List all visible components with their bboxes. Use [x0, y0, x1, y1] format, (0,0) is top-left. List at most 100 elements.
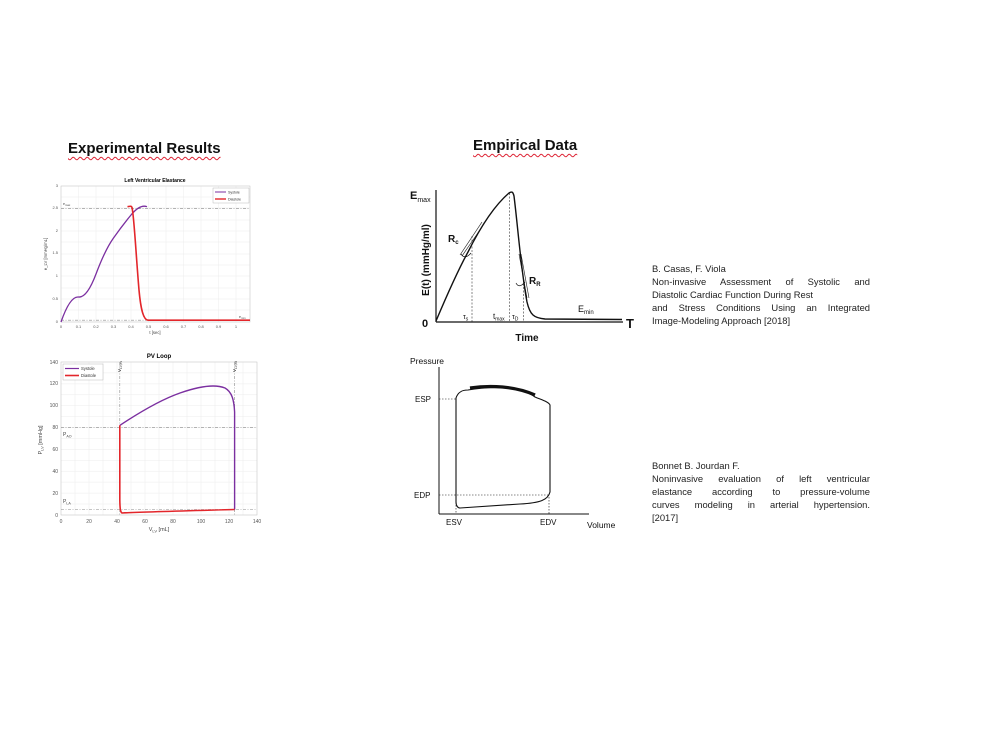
reference-bonnet-jourdan: Bonnet B. Jourdan F. Noninvasive evaluat… — [652, 459, 870, 524]
emin-annotation: emin — [239, 315, 246, 320]
svg-text:20: 20 — [52, 491, 58, 497]
reference-title-line: Non-invasive Assessment of Systolic and — [652, 276, 870, 287]
svg-text:0.3: 0.3 — [111, 324, 117, 329]
elastance-x-ticks: 0 0.1 0.2 0.3 0.4 0.5 0.6 0.7 0.8 0.9 1 — [60, 324, 238, 329]
svg-text:40: 40 — [52, 469, 58, 475]
svg-text:1: 1 — [235, 324, 238, 329]
svg-text:0.2: 0.2 — [93, 324, 99, 329]
ejection-segment — [469, 384, 536, 397]
emin-label: Emin — [578, 304, 594, 316]
esv-label: ESV — [446, 518, 463, 527]
empirical-data-heading: Empirical Data — [473, 137, 578, 154]
legend-diastole-label: Diastole — [228, 198, 241, 202]
reference-title-line: elastance according to pressure-volume — [652, 486, 870, 497]
svg-text:0.1: 0.1 — [76, 324, 82, 329]
reference-title-line: Image-Modeling Approach [2018] — [652, 315, 791, 326]
svg-text:0.8: 0.8 — [198, 324, 204, 329]
empirical-pv-loop-chart: Pressure Volume ESP EDP ESV EDV — [410, 356, 616, 530]
esp-label: ESP — [415, 395, 431, 404]
svg-text:0: 0 — [55, 513, 58, 519]
tau-s-label: τs — [463, 314, 469, 323]
svg-text:0: 0 — [60, 324, 63, 329]
svg-text:3: 3 — [56, 183, 59, 188]
elastance-grid — [61, 186, 250, 322]
svg-text:140: 140 — [50, 360, 59, 366]
reference-title-line: and Stress Conditions Using an Integrate… — [652, 302, 870, 313]
t-end-label: T — [626, 316, 634, 331]
emax-annotation: emax — [63, 202, 71, 207]
pv-loop-x-ticks: 0 20 40 60 80 100 120 140 — [60, 519, 262, 525]
rc-tangent-line — [459, 221, 483, 256]
pv-loop-legend: Systole Diastole — [62, 363, 104, 381]
svg-text:60: 60 — [142, 519, 148, 525]
rr-tangent-line — [518, 253, 528, 299]
pressure-axis-label: Pressure — [410, 356, 444, 366]
svg-text:120: 120 — [225, 519, 234, 525]
elastance-y-label: e_LV [mmHg/mL] — [43, 238, 48, 270]
reference-title-line: [2017] — [652, 512, 679, 523]
pv-loop-chart: PV Loop 0 20 40 60 80 100 120 140 0 20 40 60 80 1… — [38, 354, 262, 534]
svg-text:0.7: 0.7 — [181, 324, 187, 329]
svg-text:0.5: 0.5 — [52, 296, 58, 301]
elastance-x-label: t [sec] — [149, 330, 160, 335]
elastance-chart-title: Left Ventricular Elastance — [124, 178, 185, 184]
svg-text:0: 0 — [56, 319, 59, 324]
elastance-y-ticks: 0 0.5 1 1.5 2 2.5 3 — [52, 183, 58, 324]
diastole-elastance-curve — [127, 205, 250, 321]
volume-axis-label: Volume — [587, 520, 616, 530]
rr-label: RR — [529, 276, 541, 288]
pv-loop-grid — [61, 362, 257, 515]
rr-arrow-icon — [515, 281, 526, 287]
svg-text:120: 120 — [50, 381, 59, 387]
svg-text:1: 1 — [56, 273, 59, 278]
svg-text:60: 60 — [52, 447, 58, 453]
tmax-label: tmax — [493, 312, 505, 323]
svg-text:0.9: 0.9 — [216, 324, 222, 329]
svg-text:20: 20 — [86, 519, 92, 525]
pla-annotation: PLA — [63, 499, 71, 506]
origin-label: 0 — [422, 318, 428, 330]
pv-loop-y-label: PLV [mmHg] — [38, 425, 45, 455]
pv-loop-chart-title: PV Loop — [147, 354, 172, 360]
experimental-results-heading: Experimental Results — [68, 140, 221, 157]
vlves-annotation: VLV,es — [117, 361, 123, 372]
empirical-y-label: E(t) (mmHg/ml) — [421, 224, 432, 296]
elastance-plot-frame — [60, 185, 251, 323]
pv-loop-outline — [455, 387, 551, 509]
svg-text:100: 100 — [197, 519, 206, 525]
svg-text:100: 100 — [50, 403, 59, 409]
rc-label: Rc — [448, 234, 459, 246]
reference-authors: Bonnet B. Jourdan F. — [652, 460, 740, 471]
reference-title-line: Diastolic Cardiac Function During Rest — [652, 289, 814, 300]
svg-text:2: 2 — [56, 228, 59, 233]
svg-text:0.5: 0.5 — [146, 324, 152, 329]
pao-annotation: PAO — [63, 432, 72, 439]
rc-arrow-icon — [460, 252, 472, 258]
empirical-x-label: Time — [515, 333, 539, 344]
svg-text:2.5: 2.5 — [52, 205, 58, 210]
vlved-annotation: VLV,ed — [232, 361, 238, 372]
svg-text:40: 40 — [114, 519, 120, 525]
svg-text:0.4: 0.4 — [128, 324, 134, 329]
pv-loop-plot-frame — [60, 361, 258, 516]
svg-text:0.6: 0.6 — [163, 324, 169, 329]
emax-axis-label: Emax — [410, 190, 431, 204]
elastance-legend: Systole Diastole — [212, 187, 250, 204]
systole-pv-curve — [119, 385, 236, 510]
pv-loop-x-label: VLV [mL] — [149, 527, 170, 534]
edp-label: EDP — [414, 491, 430, 500]
diastole-pv-curve — [119, 425, 235, 514]
reference-casas-viola: B. Casas, F. Viola Non-invasive Assessme… — [652, 262, 870, 327]
edv-label: EDV — [540, 518, 557, 527]
pv-legend-diastole-label: Diastole — [81, 373, 97, 378]
svg-text:140: 140 — [253, 519, 262, 525]
svg-text:80: 80 — [52, 425, 58, 431]
reference-authors: B. Casas, F. Viola — [652, 263, 726, 274]
svg-text:1.5: 1.5 — [52, 250, 58, 255]
pv-loop-y-ticks: 0 20 40 60 80 100 120 140 — [50, 360, 59, 519]
svg-text:80: 80 — [170, 519, 176, 525]
elastance-chart: Left Ventricular Elastance 0 0.5 1 1.5 2 2.5… — [43, 178, 251, 335]
reference-title-line: curves modeling in arterial hypertension… — [652, 499, 870, 510]
legend-systole-label: Systole — [228, 191, 240, 195]
svg-text:0: 0 — [60, 519, 63, 525]
